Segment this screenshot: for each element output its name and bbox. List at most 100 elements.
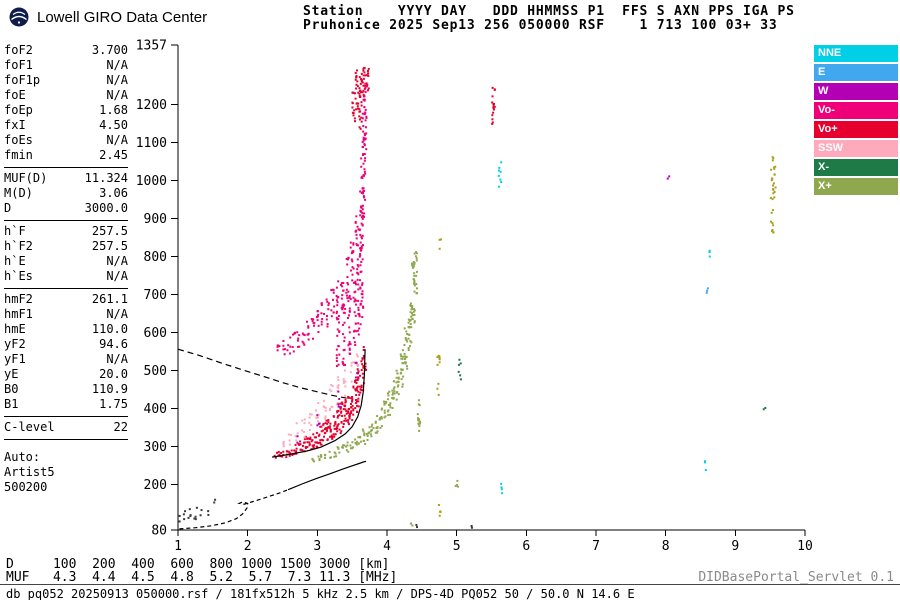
param-row: yF1 N/A [4, 352, 128, 367]
parameter-group: MUF(D) 11.324 M(D) 3.06 D 3000.0 [4, 168, 128, 221]
svg-text:1357: 1357 [136, 39, 167, 54]
param-value: N/A [106, 254, 128, 268]
line-profile-model [179, 489, 289, 530]
auto-line: Artist5 [4, 465, 55, 479]
param-label: yF2 [4, 337, 26, 351]
param-value: N/A [106, 307, 128, 321]
param-label: h`F [4, 224, 26, 238]
station-header-labels: Station YYYY DAY DDD HHMMSS P1 FFS S AXN… [303, 4, 795, 19]
svg-text:200: 200 [144, 478, 167, 493]
parameter-group: foF2 3.700 foF1 N/A foF1p N/A foE N/A foEp 1.68 fx… [4, 40, 128, 168]
parameter-group: C-level 22 [4, 417, 128, 440]
profile-lines [177, 348, 367, 530]
line-transmission-curve [177, 348, 347, 399]
param-value: N/A [106, 88, 128, 102]
svg-text:5: 5 [453, 539, 461, 554]
param-value: 4.50 [99, 118, 128, 132]
auto-lines: Artist5 500200 [4, 465, 128, 495]
legend-item-w: W [814, 83, 898, 100]
svg-text:80: 80 [151, 524, 167, 539]
param-value: 3000.0 [84, 201, 128, 215]
param-label: fxI [4, 118, 26, 132]
svg-text:10: 10 [797, 539, 813, 554]
param-label: hmF1 [4, 307, 33, 321]
param-row: C-level 22 [4, 420, 128, 435]
svg-text:1: 1 [174, 539, 182, 554]
legend-item-vo-plus: Vo+ [814, 121, 898, 138]
legend-item-e: E [814, 64, 898, 81]
param-label: foEs [4, 133, 33, 147]
parameter-groups: foF2 3.700 foF1 N/A foF1p N/A foE N/A foEp 1.68 fx… [4, 40, 128, 440]
param-row: foEs N/A [4, 133, 128, 148]
series-o-trace-second-order [276, 74, 368, 368]
param-row: h`F 257.5 [4, 224, 128, 239]
series-w-scatter [296, 175, 671, 444]
legend-item-x-plus: X+ [814, 178, 898, 195]
series-o-trace-first-order [273, 66, 496, 459]
series-o-trace-spread [282, 353, 360, 448]
param-value: N/A [106, 269, 128, 283]
parameter-group: h`F 257.5 h`F2 257.5 h`E N/A h`Es N/A [4, 221, 128, 289]
param-value: 1.75 [99, 397, 128, 411]
param-value: 1.68 [99, 103, 128, 117]
param-value: 110.0 [91, 322, 128, 336]
param-value: 20.0 [99, 367, 128, 381]
svg-text:300: 300 [144, 440, 167, 455]
svg-text:8: 8 [662, 539, 670, 554]
series-nne-scatter [497, 161, 711, 495]
legend-item-ssw: SSW [814, 140, 898, 157]
param-label: D [4, 201, 12, 215]
param-value: 110.9 [91, 382, 128, 396]
param-label: hmE [4, 322, 26, 336]
param-row: h`E N/A [4, 254, 128, 269]
param-label: foF2 [4, 43, 33, 57]
param-row: MUF(D) 11.324 [4, 171, 128, 186]
param-value: 22 [113, 420, 128, 434]
param-value: N/A [106, 352, 128, 366]
line-o-trace-fit [272, 349, 366, 458]
param-row: hmF1 N/A [4, 307, 128, 322]
param-row: yE 20.0 [4, 367, 128, 382]
param-label: foE [4, 88, 26, 102]
param-label: h`F2 [4, 239, 33, 253]
param-row: fxI 4.50 [4, 118, 128, 133]
series-interference-olive [436, 156, 777, 517]
param-label: hmF2 [4, 292, 33, 306]
legend-item-vo-minus: Vo- [814, 102, 898, 119]
series-e-scatter [705, 287, 709, 294]
param-row: B0 110.9 [4, 382, 128, 397]
svg-text:1200: 1200 [136, 98, 167, 113]
param-row: hmE 110.0 [4, 322, 128, 337]
param-row: fmin 2.45 [4, 148, 128, 163]
param-row: D 3000.0 [4, 201, 128, 216]
param-row: foF2 3.700 [4, 43, 128, 58]
param-label: yE [4, 367, 19, 381]
param-label: MUF(D) [4, 171, 48, 185]
param-label: foF1p [4, 73, 41, 87]
auto-line: 500200 [4, 480, 48, 494]
param-label: B1 [4, 397, 19, 411]
param-value: N/A [106, 58, 128, 72]
param-row: B1 1.75 [4, 397, 128, 412]
param-row: hmF2 261.1 [4, 292, 128, 307]
svg-text:6: 6 [522, 539, 530, 554]
param-label: yF1 [4, 352, 26, 366]
param-row: foEp 1.68 [4, 103, 128, 118]
svg-text:800: 800 [144, 250, 167, 265]
svg-text:1100: 1100 [136, 136, 167, 151]
muf-row: MUF 4.3 4.4 4.5 4.8 5.2 5.7 7.3 11.3 [MH… [6, 570, 398, 585]
station-header-values: Pruhonice 2025 Sep13 256 050000 RSF 1 71… [303, 18, 778, 33]
svg-text:600: 600 [144, 326, 167, 341]
parameter-panel: foF2 3.700 foF1 N/A foF1p N/A foE N/A foEp 1.68 fx… [4, 40, 128, 495]
param-value: 94.6 [99, 337, 128, 351]
param-label: h`E [4, 254, 26, 268]
measurement-info-line: db pq052 20250913 050000.rsf / 181fx512h… [6, 587, 635, 600]
parameter-group: hmF2 261.1 hmF1 N/A hmE 110.0 yF2 94.6 yF1 N/A yE 2… [4, 289, 128, 417]
param-label: foEp [4, 103, 33, 117]
param-label: C-level [4, 420, 55, 434]
param-value: 257.5 [91, 224, 128, 238]
svg-text:2: 2 [244, 539, 252, 554]
svg-text:1000: 1000 [136, 174, 167, 189]
